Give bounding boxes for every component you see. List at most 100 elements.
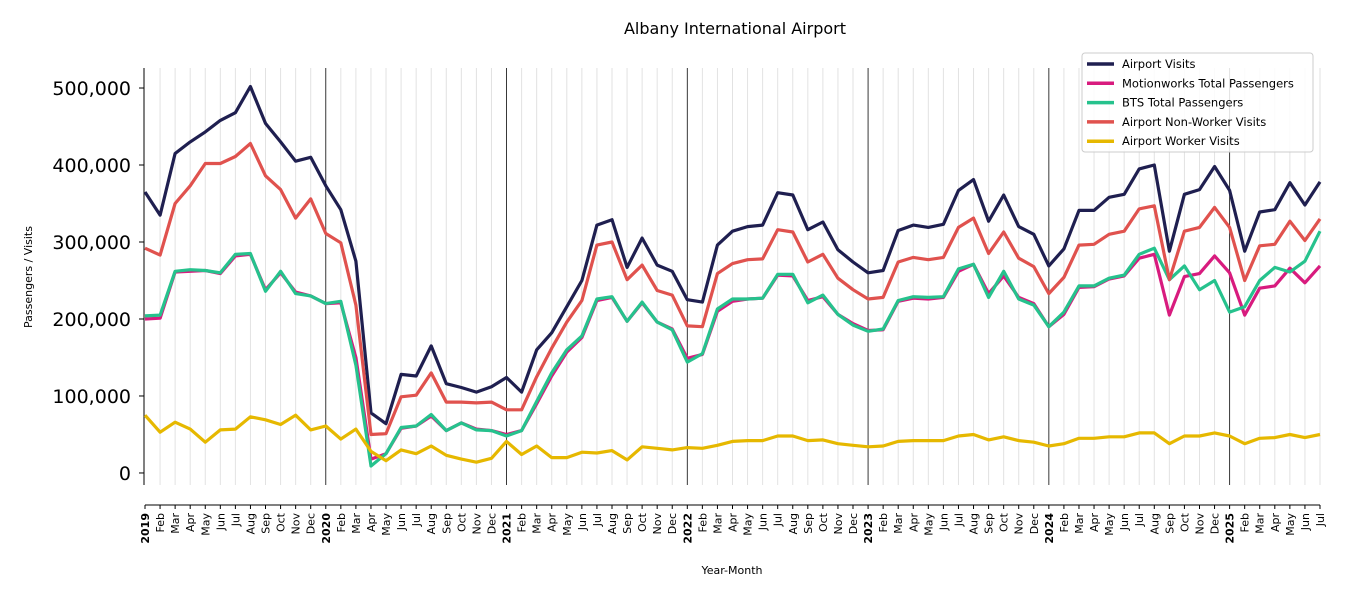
x-tick-label: Sep: [802, 513, 815, 534]
x-tick-label: Jul: [229, 513, 242, 527]
y-tick-label: 400,000: [52, 155, 131, 177]
y-tick-label: 500,000: [52, 78, 131, 100]
x-tick-label: Mar: [169, 513, 182, 534]
x-tick-label: Feb: [335, 513, 348, 532]
x-tick-label: Aug: [606, 513, 619, 534]
x-tick-label: Nov: [1013, 513, 1026, 535]
x-tick-label: Mar: [1073, 513, 1086, 534]
x-tick-label: Sep: [260, 513, 273, 534]
x-tick-label: Aug: [425, 513, 438, 534]
x-tick-label: Mar: [711, 513, 724, 534]
x-tick-label: Feb: [1058, 513, 1071, 532]
x-tick-label: Jul: [952, 513, 965, 527]
series-lines: [143, 84, 1322, 468]
x-tick-label: Apr: [365, 513, 378, 533]
y-tick-label: 100,000: [52, 386, 131, 408]
series-line-bts-total-passengers: [144, 230, 1322, 468]
x-tick-label: Jun: [1299, 513, 1312, 531]
x-tick-label: Nov: [1193, 513, 1206, 535]
legend-label: Airport Visits: [1122, 57, 1196, 71]
x-tick-label: Nov: [470, 513, 483, 535]
x-tick-label: Dec: [1028, 513, 1041, 534]
x-tick-label: Aug: [244, 513, 257, 534]
x-tick-label: Oct: [998, 512, 1011, 532]
x-tick-label: Apr: [546, 513, 559, 533]
x-tick-label: May: [922, 513, 935, 536]
x-tick-label: Feb: [516, 513, 529, 532]
x-tick-label: Oct: [817, 512, 830, 532]
x-tick-label: Aug: [787, 513, 800, 534]
x-tick-label: May: [380, 513, 393, 536]
x-tick-label: Feb: [696, 513, 709, 532]
x-tick-label: Sep: [983, 513, 996, 534]
x-tick-label: Jul: [410, 513, 423, 527]
grid-lines: [159, 68, 1321, 485]
x-tick-label: Jul: [591, 513, 604, 527]
x-tick-label: 2022: [681, 513, 694, 544]
y-tick-label: 0: [119, 463, 131, 485]
x-tick-label: 2021: [501, 513, 514, 544]
x-tick-label: Aug: [1148, 513, 1161, 534]
x-tick-label: Mar: [892, 513, 905, 534]
x-tick-label: Apr: [184, 513, 197, 533]
x-tick-label: Jun: [395, 513, 408, 531]
legend-box: [1081, 52, 1314, 153]
series-line-airport-visits: [143, 84, 1322, 426]
legend-label: BTS Total Passengers: [1122, 96, 1243, 110]
y-axis-label: Passengers / Visits: [22, 226, 35, 328]
chart-title: Albany International Airport: [624, 19, 846, 38]
x-tick-label: Jun: [937, 513, 950, 531]
x-tick-label: 2024: [1043, 513, 1056, 544]
x-tick-label: Apr: [727, 513, 740, 533]
series-line-airport-worker-visits: [143, 413, 1321, 464]
legend: Airport Visits Motionworks Total Passenge…: [1081, 52, 1314, 153]
x-tick-label: Sep: [440, 513, 453, 534]
x-tick-label: Mar: [1254, 513, 1267, 534]
x-tick-label: Nov: [651, 513, 664, 535]
x-tick-label: 2020: [320, 513, 333, 544]
x-tick-label: Aug: [968, 513, 981, 534]
x-tick-label: Feb: [1239, 513, 1252, 532]
x-tick-label: May: [742, 513, 755, 536]
x-tick-label: Dec: [485, 513, 498, 534]
series-line-airport-non-worker-visits: [144, 141, 1322, 437]
x-tick-label: Mar: [350, 513, 363, 534]
x-tick-label: May: [1103, 513, 1116, 536]
x-tick-label: Jun: [576, 513, 589, 531]
x-tick-label: Apr: [1088, 513, 1101, 533]
x-tick-label: Jun: [757, 513, 770, 531]
axes: 2019 Feb Mar Apr May Jun Jul Aug Sep Oct Nov Dec 202…: [52, 68, 1327, 544]
x-tick-label: Apr: [1269, 513, 1282, 533]
legend-label: Motionworks Total Passengers: [1122, 76, 1294, 90]
x-tick-label: Mar: [531, 513, 544, 534]
x-tick-label: Dec: [305, 513, 318, 534]
x-tick-label: 2023: [862, 513, 875, 544]
x-tick-label: Dec: [666, 513, 679, 534]
x-tick-label: Jul: [1314, 513, 1327, 527]
x-tick-label: Sep: [621, 513, 634, 534]
x-tick-label: May: [199, 513, 212, 536]
x-tick-label: Sep: [1163, 513, 1176, 534]
x-tick-label: Oct: [1178, 512, 1191, 532]
x-tick-label: Nov: [290, 513, 303, 535]
x-tick-label: Oct: [636, 512, 649, 532]
x-tick-label: Dec: [847, 513, 860, 534]
x-tick-label: 2019: [139, 513, 152, 544]
y-tick-label: 200,000: [52, 309, 131, 331]
x-tick-label: 2025: [1224, 513, 1237, 544]
x-tick-label: Oct: [275, 512, 288, 532]
x-tick-label: Dec: [1209, 513, 1222, 534]
x-tick-label: Jun: [1118, 513, 1131, 531]
x-tick-label: May: [1284, 513, 1297, 536]
x-axis-label: Year-Month: [700, 564, 762, 577]
x-tick-label: Jul: [1133, 513, 1146, 527]
x-tick-label: Oct: [455, 512, 468, 532]
y-tick-label: 300,000: [52, 232, 131, 254]
x-tick-label: Apr: [907, 513, 920, 533]
legend-label: Airport Worker Visits: [1122, 134, 1240, 148]
x-tick-label: Feb: [154, 513, 167, 532]
x-tick-label: May: [561, 513, 574, 536]
x-tick-label: Feb: [877, 513, 890, 532]
x-tick-label: Jul: [772, 513, 785, 527]
